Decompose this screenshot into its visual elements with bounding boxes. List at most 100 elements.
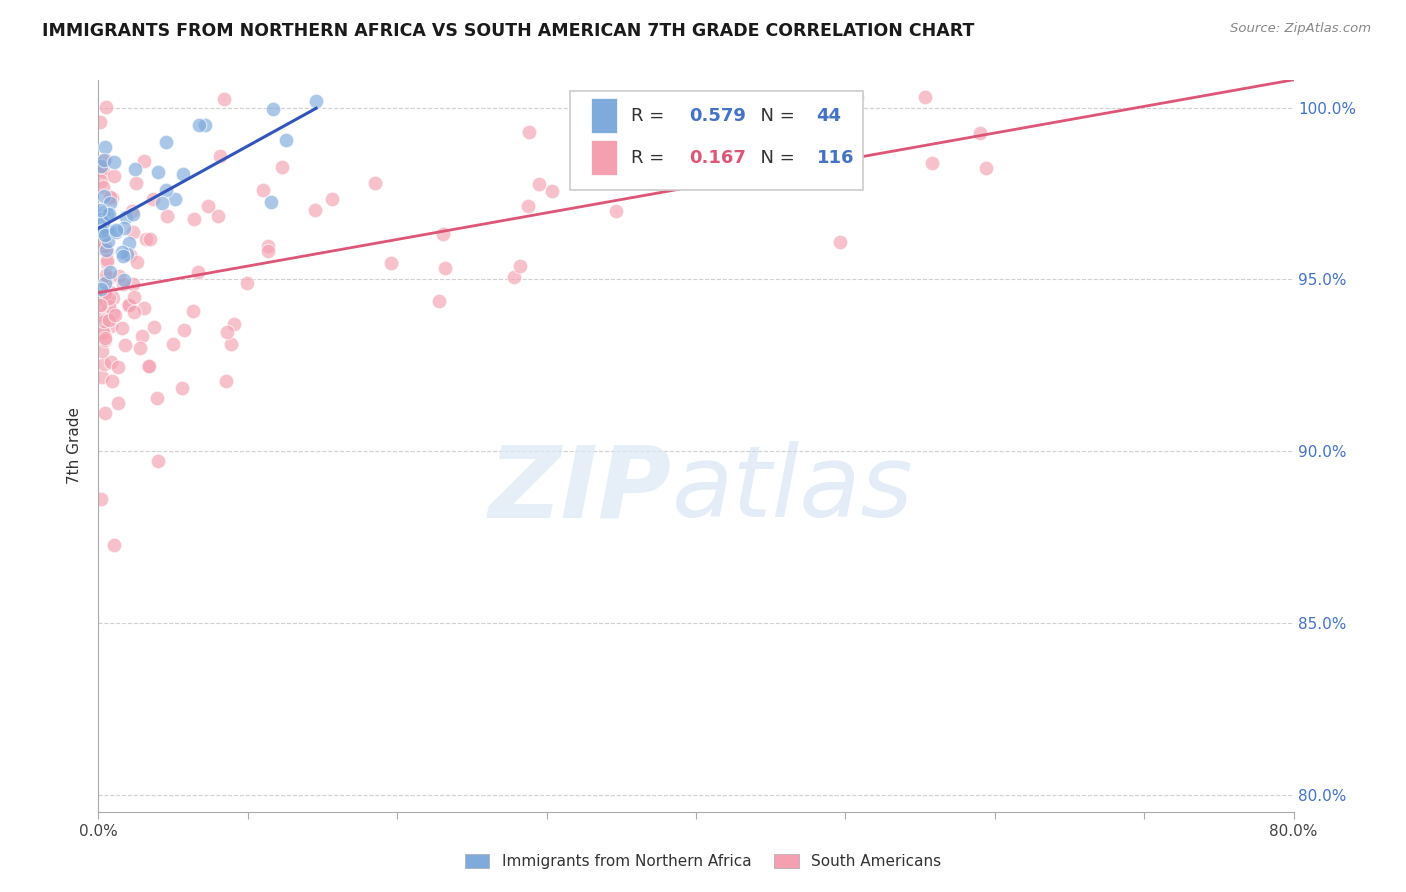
Point: [90, 288, 112, 302]
Point: [93, 189, 115, 203]
Point: [94, 331, 117, 345]
Point: [540, 184, 562, 198]
Point: [103, 154, 125, 169]
Point: [96, 252, 118, 267]
Point: [976, 161, 998, 176]
Point: [142, 192, 165, 206]
Point: [172, 167, 194, 181]
Point: [98, 264, 121, 278]
Point: [503, 270, 526, 285]
Text: N =: N =: [748, 107, 800, 125]
Point: [90, 282, 112, 296]
Point: [305, 94, 328, 108]
Text: atlas: atlas: [672, 442, 914, 539]
Point: [89, 202, 111, 217]
Point: [509, 259, 531, 273]
Point: [96, 291, 118, 305]
Point: [432, 227, 454, 241]
Point: [125, 254, 148, 268]
Bar: [591, 98, 617, 133]
Point: [125, 177, 148, 191]
Point: [183, 211, 205, 226]
Point: [215, 374, 238, 388]
Point: [114, 338, 136, 352]
Point: [139, 232, 162, 246]
Point: [93, 293, 115, 307]
Point: [94, 268, 117, 282]
Point: [207, 209, 229, 223]
Point: [94, 152, 117, 166]
Point: [104, 222, 127, 236]
Point: [236, 277, 259, 291]
Text: Source: ZipAtlas.com: Source: ZipAtlas.com: [1230, 22, 1371, 36]
Point: [91, 370, 114, 384]
Point: [90, 211, 112, 226]
Point: [187, 265, 209, 279]
Point: [921, 156, 943, 170]
Point: [111, 249, 134, 263]
Point: [94, 333, 117, 347]
Legend: Immigrants from Northern Africa, South Americans: Immigrants from Northern Africa, South A…: [458, 848, 948, 875]
Point: [90, 492, 112, 507]
Point: [93, 228, 115, 243]
Point: [138, 359, 160, 373]
Point: [156, 209, 179, 223]
Point: [605, 203, 627, 218]
Point: [97, 299, 120, 313]
Point: [219, 336, 242, 351]
Point: [194, 118, 217, 132]
Point: [111, 244, 134, 259]
Point: [101, 374, 124, 388]
Point: [122, 290, 145, 304]
Text: R =: R =: [631, 149, 671, 167]
Point: [107, 396, 129, 410]
Point: [364, 177, 387, 191]
Point: [122, 225, 145, 239]
Point: [96, 222, 118, 236]
Point: [94, 276, 117, 290]
Bar: [591, 140, 617, 176]
Point: [163, 192, 186, 206]
Point: [93, 358, 115, 372]
Point: [96, 256, 118, 270]
Point: [97, 313, 120, 327]
Point: [93, 153, 115, 167]
Point: [93, 325, 115, 339]
Point: [830, 235, 852, 250]
Point: [94, 406, 117, 420]
Point: [93, 314, 115, 328]
Point: [150, 196, 173, 211]
Point: [91, 344, 114, 359]
FancyBboxPatch shape: [571, 91, 863, 190]
Point: [262, 102, 284, 116]
Point: [304, 203, 326, 218]
Point: [427, 294, 450, 309]
Point: [97, 227, 120, 242]
Point: [112, 273, 135, 287]
Point: [124, 161, 146, 176]
Point: [98, 285, 121, 300]
Point: [90, 241, 112, 255]
Point: [136, 359, 159, 374]
Point: [224, 317, 246, 331]
Text: ZIP: ZIP: [489, 442, 672, 539]
Text: 116: 116: [817, 149, 855, 167]
Point: [148, 453, 170, 467]
Y-axis label: 7th Grade: 7th Grade: [67, 408, 83, 484]
Text: 0.167: 0.167: [689, 149, 745, 167]
Point: [111, 321, 134, 335]
Point: [173, 323, 195, 337]
Point: [321, 192, 343, 206]
Point: [91, 224, 114, 238]
Point: [94, 239, 117, 253]
Point: [94, 243, 117, 257]
Point: [98, 190, 121, 204]
Point: [91, 180, 114, 194]
Point: [98, 291, 121, 305]
Point: [118, 248, 141, 262]
Point: [100, 355, 122, 369]
Point: [107, 359, 129, 374]
Point: [135, 232, 157, 246]
Point: [112, 221, 135, 235]
Point: [97, 270, 120, 285]
